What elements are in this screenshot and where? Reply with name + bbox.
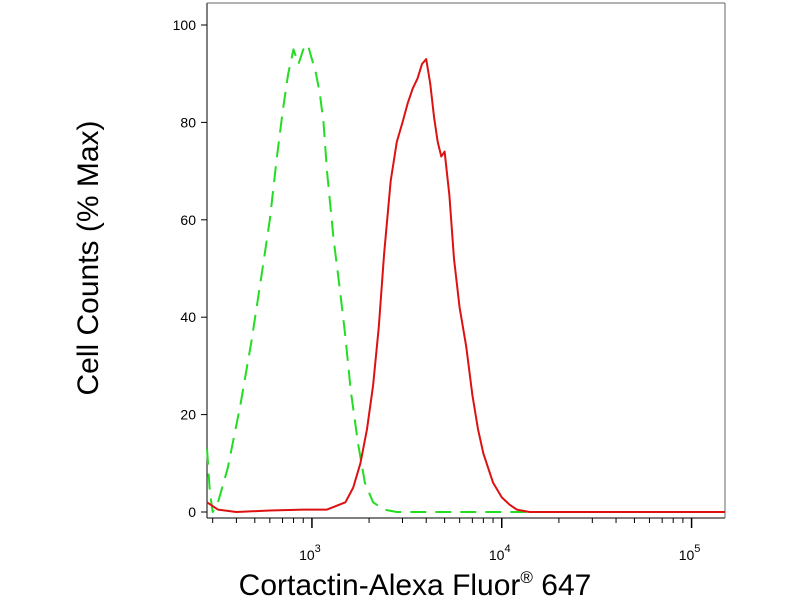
y-axis-ticks: 0 20 40 60 80 100 xyxy=(173,17,207,520)
series-line-1 xyxy=(206,43,725,513)
x-tick-label-exponent: 3 xyxy=(315,543,321,555)
x-tick-label-base: 10 xyxy=(489,547,505,563)
y-tick-label: 60 xyxy=(180,212,196,228)
y-tick-label: 20 xyxy=(180,407,196,423)
x-tick-label: 103 xyxy=(299,543,321,563)
y-tick-label: 40 xyxy=(180,309,196,325)
x-axis-title-main: Cortactin-Alexa Fluor xyxy=(239,569,521,600)
x-tick-label-exponent: 5 xyxy=(694,543,700,555)
x-tick-label: 104 xyxy=(489,543,511,563)
x-axis-title-suffix: 647 xyxy=(533,569,591,600)
series-line-2 xyxy=(206,58,725,513)
plot-frame xyxy=(206,2,726,519)
registered-mark: ® xyxy=(520,568,533,587)
y-tick-label: 100 xyxy=(173,17,197,33)
x-tick-label-base: 10 xyxy=(299,547,315,563)
x-tick-label: 105 xyxy=(679,543,701,563)
y-tick-label: 0 xyxy=(188,504,196,520)
x-tick-label-base: 10 xyxy=(679,547,695,563)
x-axis-ticks: 103 104 105 xyxy=(212,518,701,563)
y-tick-label: 80 xyxy=(180,114,196,130)
x-axis-title: Cortactin-Alexa Fluor® 647 xyxy=(239,568,592,600)
x-tick-label-exponent: 4 xyxy=(504,543,510,555)
series-layer xyxy=(206,43,725,513)
y-axis-title: Cell Counts (% Max) xyxy=(72,120,105,395)
